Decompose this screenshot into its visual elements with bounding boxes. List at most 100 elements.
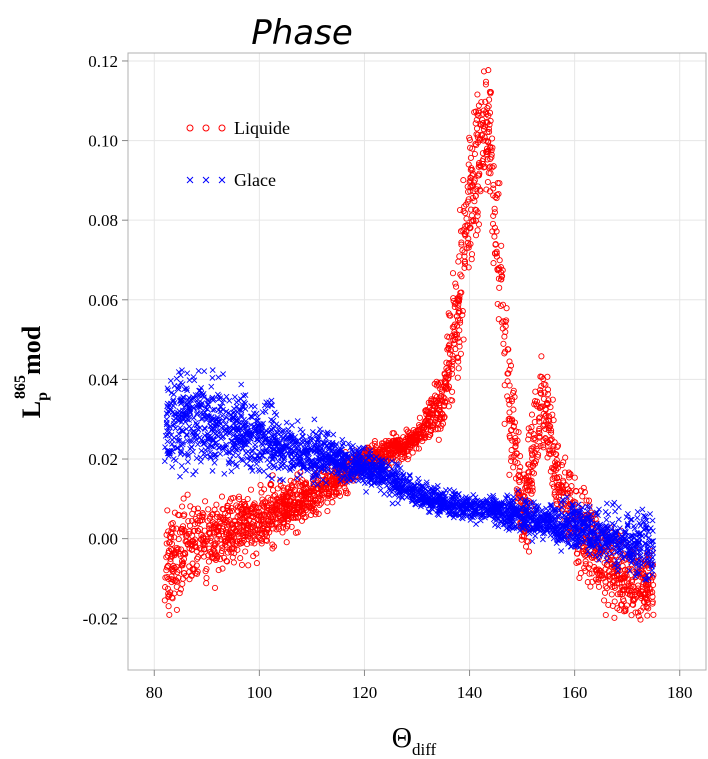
data-point <box>192 543 199 550</box>
data-point <box>194 555 201 562</box>
data-point <box>243 522 250 529</box>
data-point <box>311 442 318 449</box>
data-point <box>496 284 503 291</box>
data-point <box>164 507 171 514</box>
data-point <box>455 258 462 265</box>
data-point <box>314 497 322 504</box>
data-point <box>208 383 215 390</box>
data-point <box>245 511 252 518</box>
data-point <box>647 511 654 517</box>
data-point <box>244 495 251 503</box>
data-point <box>367 468 374 475</box>
data-point <box>193 562 200 569</box>
data-point <box>471 177 478 184</box>
data-point <box>441 402 448 409</box>
data-point <box>184 491 191 498</box>
data-point <box>540 442 547 449</box>
data-point <box>644 572 650 579</box>
data-point <box>393 478 400 485</box>
data-point <box>233 463 240 470</box>
data-point <box>545 413 553 420</box>
data-point <box>550 483 557 490</box>
data-point <box>292 514 299 521</box>
data-point <box>565 511 572 518</box>
data-point <box>269 452 276 459</box>
data-point <box>202 498 209 505</box>
data-point <box>208 550 215 557</box>
data-point <box>211 451 218 458</box>
data-point <box>188 538 195 545</box>
data-point <box>273 421 280 428</box>
data-point <box>204 431 211 438</box>
data-point <box>267 518 274 525</box>
data-point <box>485 67 492 74</box>
data-point <box>199 514 206 521</box>
data-point <box>596 506 602 513</box>
data-point <box>210 397 217 404</box>
data-point <box>217 556 224 563</box>
data-point <box>317 429 324 436</box>
data-point <box>421 432 428 439</box>
data-point <box>248 453 255 459</box>
data-point <box>398 445 405 452</box>
data-point <box>269 487 277 494</box>
data-point <box>467 502 474 509</box>
data-point <box>164 428 170 435</box>
data-point <box>482 78 490 85</box>
data-point <box>496 257 503 264</box>
data-point <box>241 433 248 440</box>
data-point <box>483 186 490 193</box>
data-point <box>277 494 285 501</box>
data-point <box>586 542 593 549</box>
data-point <box>217 450 224 457</box>
plot-frame <box>127 52 707 671</box>
data-point <box>227 530 235 537</box>
data-point <box>289 422 295 429</box>
data-point <box>531 418 538 426</box>
data-point <box>525 425 532 432</box>
data-point <box>229 524 236 531</box>
data-point <box>444 346 451 353</box>
data-point <box>476 161 483 168</box>
data-point <box>581 564 588 571</box>
data-point <box>199 510 206 517</box>
data-point <box>467 183 474 191</box>
data-point <box>198 415 205 422</box>
data-point <box>489 135 496 142</box>
data-point <box>406 472 413 478</box>
data-point <box>223 524 231 531</box>
data-point <box>239 445 246 452</box>
data-point <box>228 468 235 475</box>
data-point <box>506 434 514 441</box>
data-point <box>593 520 600 527</box>
chart-title: Phase <box>251 13 353 53</box>
data-point <box>223 414 229 421</box>
data-point <box>187 503 194 510</box>
data-point <box>255 504 262 511</box>
data-point <box>230 424 237 431</box>
data-point <box>244 455 251 462</box>
data-point <box>501 333 508 340</box>
data-point <box>601 589 609 596</box>
data-point <box>279 529 286 536</box>
data-point <box>547 423 554 430</box>
data-point <box>231 409 238 416</box>
data-point <box>504 492 511 499</box>
data-point <box>179 428 186 435</box>
data-point <box>418 483 424 490</box>
data-point <box>529 538 536 545</box>
data-point <box>212 524 219 531</box>
data-point <box>209 407 216 413</box>
data-point <box>528 445 535 452</box>
data-point <box>535 427 543 434</box>
data-point <box>240 392 247 399</box>
data-point <box>514 459 521 467</box>
data-point <box>589 554 596 562</box>
data-point <box>532 388 539 395</box>
data-point <box>515 477 522 484</box>
data-point <box>206 545 213 552</box>
data-point <box>483 111 490 118</box>
data-point <box>432 416 439 423</box>
data-point <box>250 553 257 560</box>
data-point <box>309 499 316 506</box>
